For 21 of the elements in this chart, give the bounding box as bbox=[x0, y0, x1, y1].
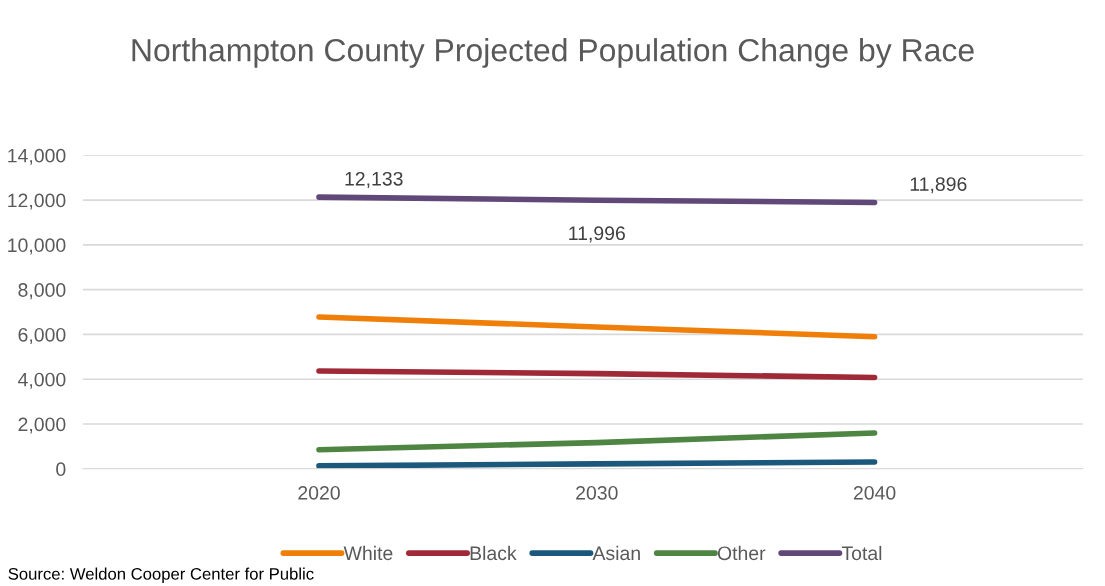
data-label: 11,996 bbox=[569, 226, 625, 243]
data-label: 11,896 bbox=[910, 177, 967, 194]
x-tick-label: 2030 bbox=[576, 485, 618, 500]
y-tick-label: 8,000 bbox=[18, 283, 66, 300]
legend-label: White bbox=[343, 545, 393, 561]
x-tick-label: 2040 bbox=[853, 485, 896, 500]
y-tick-label: 14,000 bbox=[8, 148, 66, 165]
x-tick-label: 2020 bbox=[298, 485, 340, 500]
legend-label: Black bbox=[470, 545, 517, 561]
y-tick-label: 4,000 bbox=[18, 372, 66, 389]
legend-label: Total bbox=[841, 545, 882, 561]
legend-label: Other bbox=[717, 545, 766, 561]
source-note: Source: Weldon Cooper Center for Public bbox=[8, 567, 314, 584]
data-label: 12,133 bbox=[345, 171, 403, 188]
y-tick-label: 12,000 bbox=[8, 193, 66, 210]
y-tick-label: 0 bbox=[56, 462, 66, 477]
y-tick-label: 10,000 bbox=[8, 238, 66, 255]
y-tick-label: 6,000 bbox=[18, 327, 66, 344]
y-tick-label: 2,000 bbox=[18, 417, 66, 434]
legend-label: Asian bbox=[592, 545, 640, 561]
chart-title: Northampton County Projected Population Change by Race bbox=[132, 38, 974, 68]
